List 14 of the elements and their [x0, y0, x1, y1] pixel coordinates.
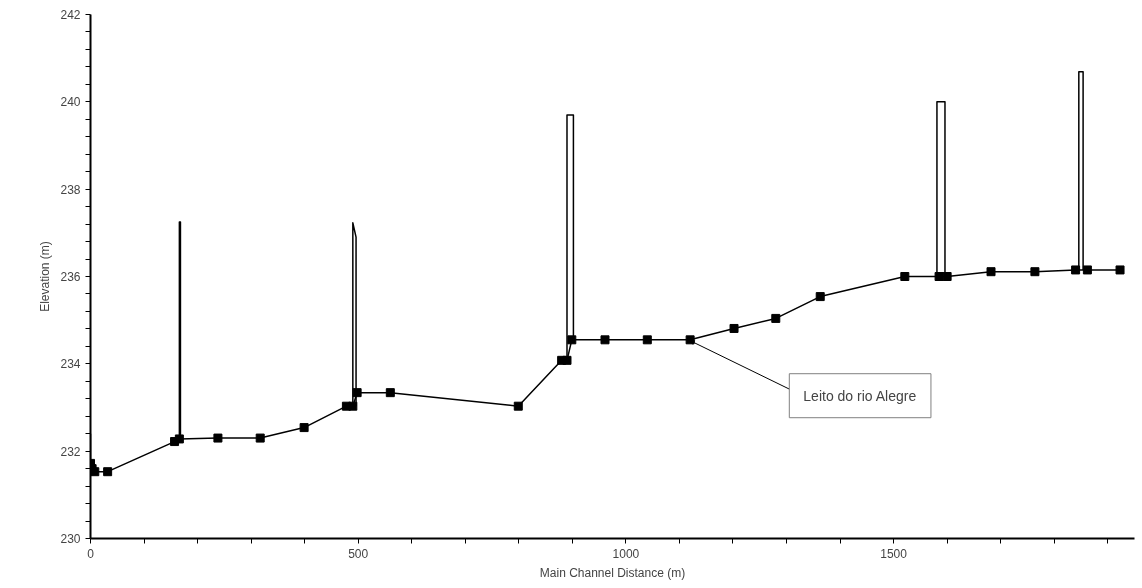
y-tick-label: 240 [60, 95, 81, 110]
y-tick-label: 242 [60, 8, 81, 22]
y-tick-label: 230 [60, 532, 81, 546]
y-tick-label: 232 [60, 444, 81, 459]
y-tick-label: 236 [60, 270, 81, 284]
y-tick-label: 234 [60, 357, 81, 372]
x-tick-label: 1500 [880, 546, 908, 561]
annotation: Leito do rio Alegre [803, 387, 917, 404]
y-tick-label: 238 [60, 182, 81, 197]
x-tick-label: 1000 [612, 546, 640, 561]
y-axis-title: Elevation (m) [38, 241, 53, 312]
x-tick-label: 0 [87, 546, 95, 561]
x-axis-title: Main Channel Distance (m) [539, 565, 686, 580]
x-tick-label: 500 [348, 546, 369, 561]
